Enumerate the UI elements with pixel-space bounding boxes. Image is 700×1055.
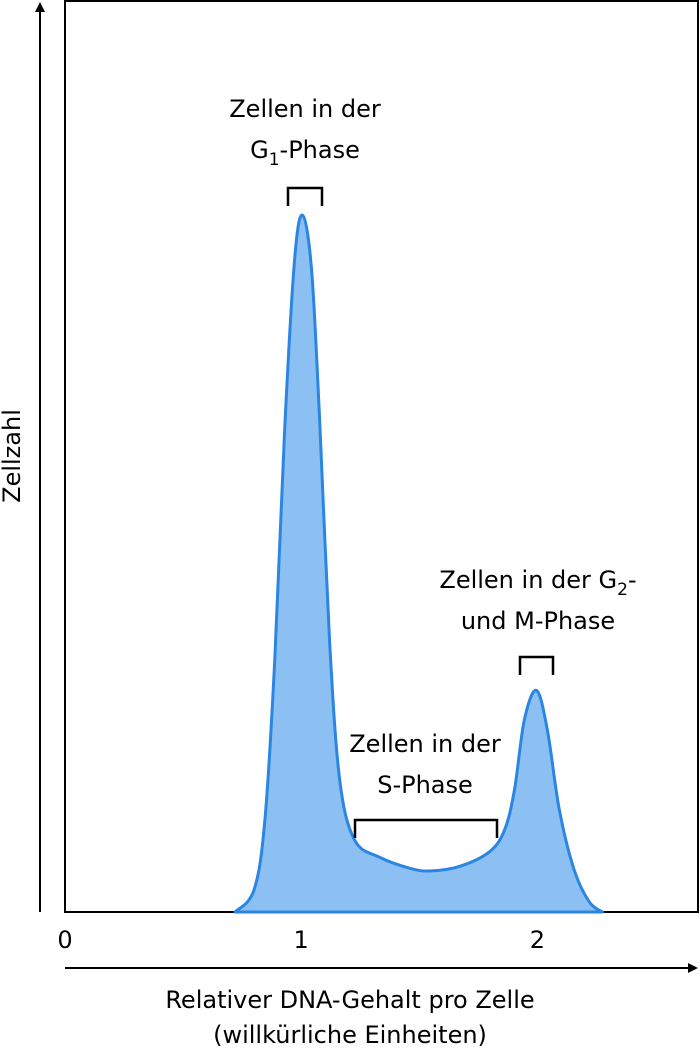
x-tick-label: 1: [294, 926, 309, 954]
annotation-text: Zellen in der G: [439, 566, 617, 594]
annotation: und M-Phase: [461, 607, 615, 635]
annotation-text: Zellen in der: [229, 95, 381, 123]
annotation: Zellen in der: [349, 730, 501, 758]
annotation-text: -Phase: [280, 136, 360, 164]
x-tick-label: 0: [57, 926, 72, 954]
x-axis-label: (willkürliche Einheiten): [213, 1021, 487, 1049]
bracket: [353, 818, 499, 838]
bracket: [286, 186, 324, 206]
x-tick-label: 2: [530, 926, 545, 954]
bracket: [518, 655, 555, 675]
annotation-text: 2: [617, 580, 628, 600]
annotation: G1-Phase: [250, 136, 360, 170]
annotation-text: -: [628, 566, 637, 594]
annotation-text: G: [250, 136, 269, 164]
annotation-text: und M-Phase: [461, 607, 615, 635]
annotation-text: S-Phase: [377, 771, 473, 799]
x-axis-label: Relativer DNA-Gehalt pro Zelle: [165, 986, 534, 1014]
annotation: Zellen in der G2-: [439, 566, 636, 600]
annotation-text: Zellen in der: [349, 730, 501, 758]
annotation-text: 1: [269, 150, 280, 170]
y-axis-label: Zellzahl: [0, 409, 26, 503]
annotation: S-Phase: [377, 771, 473, 799]
distribution-area: [233, 213, 604, 914]
annotation: Zellen in der: [229, 95, 381, 123]
